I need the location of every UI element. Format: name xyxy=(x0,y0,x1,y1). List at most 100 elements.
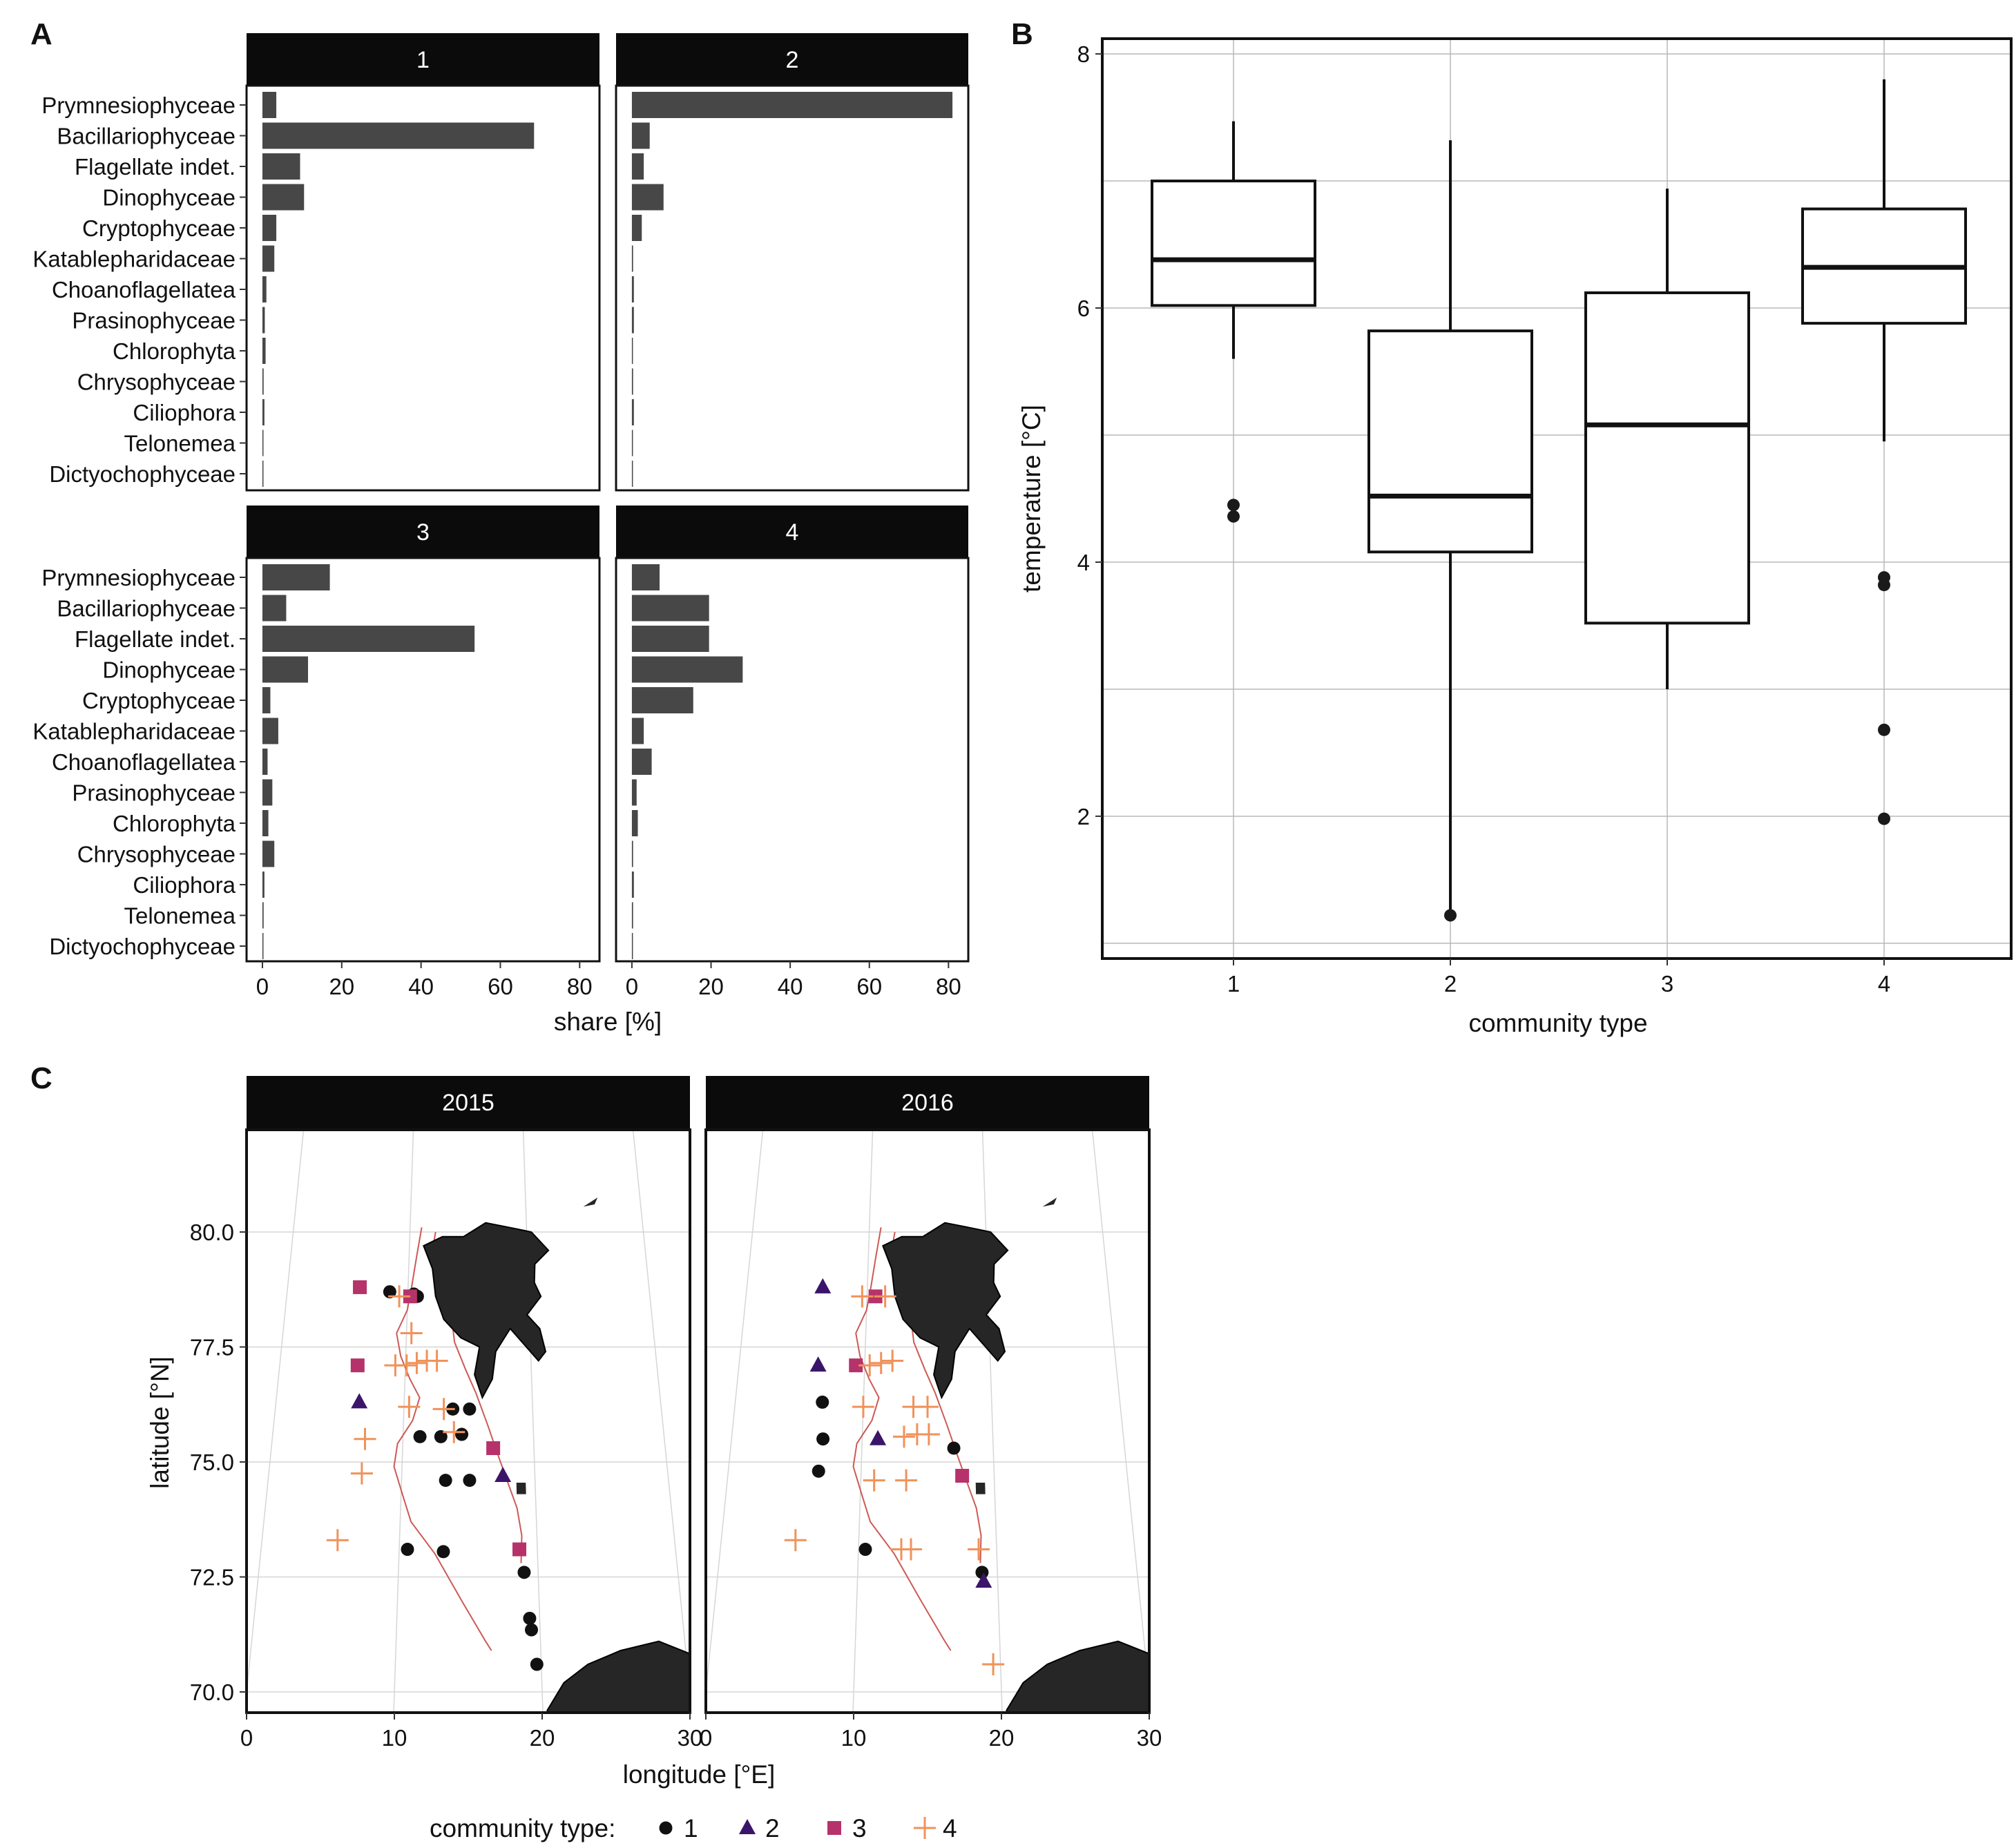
outlier-1-1 xyxy=(1227,510,1240,523)
bar-3-6 xyxy=(262,749,268,775)
station-2015-10 xyxy=(401,1543,414,1557)
legend-label-4: 4 xyxy=(943,1814,957,1842)
x-tick-label-4-0: 0 xyxy=(626,974,638,999)
x-tick-label-b-3: 3 xyxy=(1661,971,1673,997)
x-axis-label-c: longitude [°E] xyxy=(623,1760,776,1789)
category-label-3-11: Telonemea xyxy=(124,903,236,929)
outlier-4-3 xyxy=(1878,812,1890,825)
category-label-3-9: Chrysophyceae xyxy=(77,842,236,867)
panel-letter-a: A xyxy=(30,17,52,51)
graticule-lon-2015-10 xyxy=(393,1130,414,1713)
station-2016-15 xyxy=(858,1354,881,1377)
x-tick-label-3-80: 80 xyxy=(567,974,593,999)
x-tick-label-3-20: 20 xyxy=(329,974,354,999)
land-svalbard-2016 xyxy=(882,1222,1009,1400)
station-2015-34 xyxy=(350,1462,373,1485)
bar-3-1 xyxy=(262,595,287,622)
facet-strip-1 xyxy=(247,33,599,86)
facet-strip-2015 xyxy=(247,1076,690,1130)
bar-4-3 xyxy=(631,656,743,683)
outlier-4-2 xyxy=(1878,723,1890,736)
panel-a-bar-chart: 1 Prymnesiophyceae Bacillariophyceae Flagel… xyxy=(32,33,970,1036)
category-label-1-6: Choanoflagellatea xyxy=(52,277,236,302)
bar-4-12 xyxy=(631,933,633,959)
station-2015-31 xyxy=(432,1398,455,1421)
y-tick-label-c-77.5: 77.5 xyxy=(190,1335,234,1360)
land-norway-2015 xyxy=(546,1640,690,1713)
legend-key-4 xyxy=(914,1817,936,1839)
facet-strip-label-2015: 2015 xyxy=(442,1090,495,1116)
bar-2-4 xyxy=(631,215,642,241)
legend: community type: 1 2 3 4 xyxy=(430,1814,957,1842)
station-2016-9 xyxy=(975,1572,992,1588)
station-2015-18 xyxy=(353,1280,367,1294)
station-2015-32 xyxy=(443,1421,465,1443)
bar-2-1 xyxy=(631,122,650,149)
station-2016-25 xyxy=(895,1469,918,1492)
panel-b-box-plot: 2 4 6 8 1 2 3 4 community type temperature [°C] xyxy=(1017,37,2013,1037)
contour-west-2016 xyxy=(852,1227,952,1651)
y-tick-label-b-6: 6 xyxy=(1077,296,1090,321)
bar-3-12 xyxy=(262,933,264,959)
category-label-1-2: Flagellate indet. xyxy=(75,154,236,180)
x-tick-label-4-40: 40 xyxy=(778,974,803,999)
category-label-1-12: Dictyochophyceae xyxy=(49,461,236,487)
bar-2-8 xyxy=(631,338,633,364)
station-2016-1 xyxy=(816,1432,830,1446)
legend-label-2: 2 xyxy=(765,1814,780,1842)
category-label-3-8: Chlorophyta xyxy=(113,811,236,836)
bar-1-3 xyxy=(262,184,305,211)
bar-3-7 xyxy=(262,779,273,806)
station-2015-21 xyxy=(486,1441,501,1456)
station-2016-4 xyxy=(858,1543,872,1557)
land-bjornoya-2016 xyxy=(975,1483,986,1494)
bar-4-6 xyxy=(631,749,652,775)
station-2015-12 xyxy=(517,1566,531,1579)
facet-strip-4 xyxy=(616,506,968,558)
bar-4-4 xyxy=(631,687,693,713)
x-tick-label-4-60: 60 xyxy=(856,974,882,999)
station-2015-20 xyxy=(350,1358,365,1373)
y-axis-label-b: temperature [°C] xyxy=(1017,405,1046,593)
category-label-1-1: Bacillariophyceae xyxy=(57,124,236,149)
facet-panel-border-1 xyxy=(245,84,601,492)
bar-4-2 xyxy=(631,626,709,652)
category-label-3-7: Prasinophyceae xyxy=(72,780,236,806)
station-2016-3 xyxy=(947,1441,961,1455)
legend-label-1: 1 xyxy=(684,1814,698,1842)
x-tick-label-4-20: 20 xyxy=(698,974,724,999)
bar-1-4 xyxy=(262,215,277,241)
station-2016-7 xyxy=(809,1356,827,1372)
bar-2-0 xyxy=(631,92,953,118)
x-tick-label-c-2015-10: 10 xyxy=(382,1725,407,1751)
land-islet-2015 xyxy=(583,1197,598,1207)
station-2016-20 xyxy=(916,1396,939,1418)
bar-1-11 xyxy=(262,430,264,456)
x-tick-label-c-2015-30: 30 xyxy=(678,1725,703,1751)
category-label-1-7: Prasinophyceae xyxy=(72,308,236,334)
outlier-1-0 xyxy=(1227,499,1240,512)
graticule-lon-2016-20 xyxy=(981,1130,1003,1713)
bar-4-7 xyxy=(631,779,637,806)
category-label-3-2: Flagellate indet. xyxy=(75,626,236,652)
bar-1-6 xyxy=(262,276,267,302)
bar-1-12 xyxy=(262,461,264,487)
station-2016-8 xyxy=(870,1430,887,1445)
bar-2-10 xyxy=(631,399,634,425)
bar-1-5 xyxy=(262,245,275,272)
land-norway-2016 xyxy=(1006,1640,1149,1713)
facet-strip-label-1: 1 xyxy=(416,47,430,73)
bar-2-9 xyxy=(631,368,633,395)
facet-strip-label-2016: 2016 xyxy=(901,1090,954,1116)
facet-strip-label-2: 2 xyxy=(786,47,799,73)
station-2015-5 xyxy=(413,1430,427,1443)
panel-c-station-maps: 2015 0 10 20 30 2016 0 10 20 30 70.0 72.5 75.0 77.5 80… xyxy=(146,1076,1162,1842)
y-tick-label-b-2: 2 xyxy=(1077,804,1090,829)
bar-1-7 xyxy=(262,307,265,334)
bar-2-7 xyxy=(631,307,634,334)
y-axis-label-c: latitude [°N] xyxy=(146,1356,174,1489)
graticule-lon-2016-30 xyxy=(1091,1130,1149,1697)
station-2015-14 xyxy=(524,1623,538,1637)
station-2015-4 xyxy=(463,1402,477,1416)
facet-strip-2016 xyxy=(706,1076,1149,1130)
